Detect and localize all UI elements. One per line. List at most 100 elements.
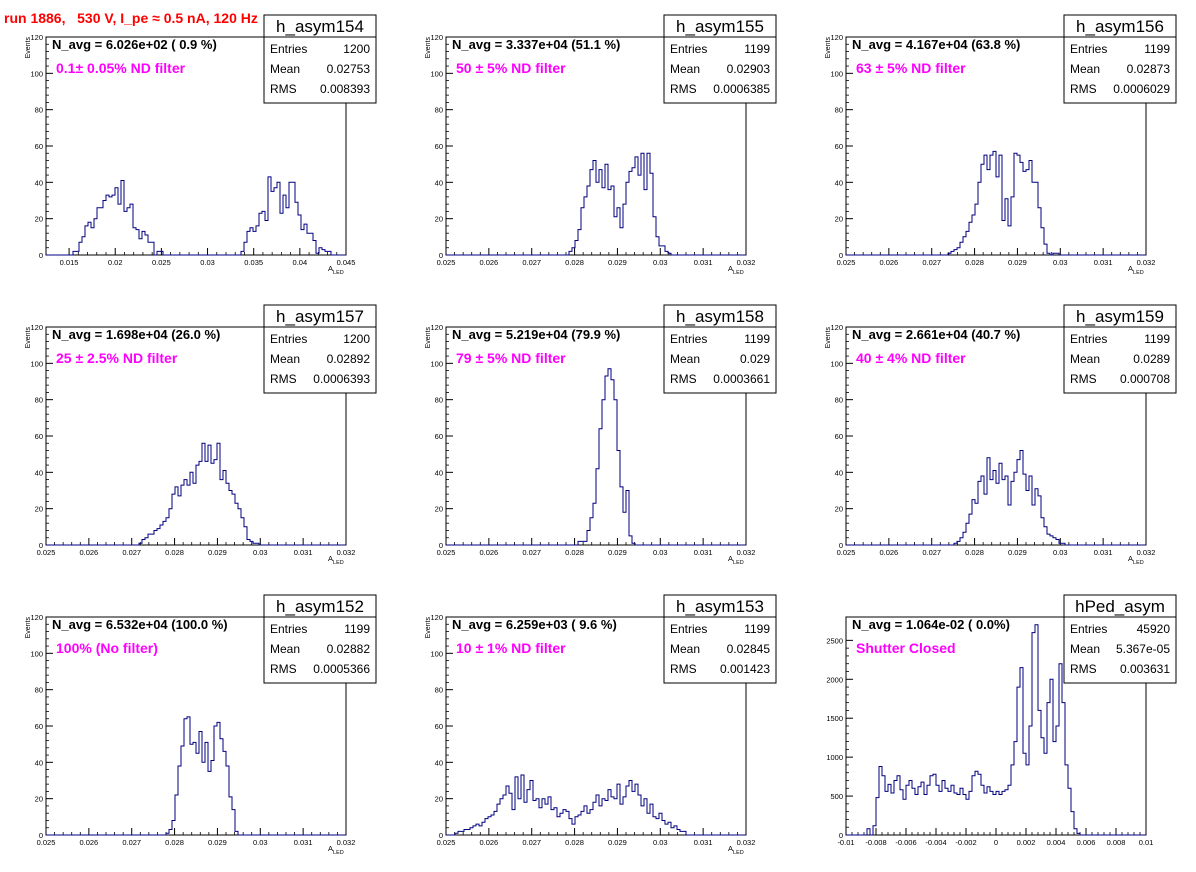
y-axis-label: Events bbox=[825, 327, 832, 349]
n-avg-label: N_avg = 3.337e+04 (51.1 %) bbox=[452, 37, 620, 52]
stats-value: 1199 bbox=[1144, 42, 1170, 56]
stats-value: 0.0003661 bbox=[713, 372, 770, 386]
histogram-name: h_asym153 bbox=[676, 597, 764, 616]
y-tick-label: 80 bbox=[435, 686, 443, 695]
y-tick-label: 500 bbox=[830, 792, 843, 801]
x-tick-label: 0.026 bbox=[479, 258, 498, 267]
x-tick-label: 0.045 bbox=[337, 258, 356, 267]
y-tick-label: 100 bbox=[30, 649, 43, 658]
y-tick-label: 40 bbox=[35, 178, 43, 187]
stats-value: 0.02903 bbox=[727, 62, 771, 76]
y-tick-label: 20 bbox=[35, 215, 43, 224]
x-tick-label: -0.006 bbox=[895, 838, 916, 847]
x-tick-label: 0.031 bbox=[294, 548, 313, 557]
x-tick-label: 0.008 bbox=[1107, 838, 1126, 847]
stats-box bbox=[663, 594, 777, 684]
stats-value: 1199 bbox=[344, 622, 370, 636]
histogram-name: h_asym159 bbox=[1076, 307, 1164, 326]
y-tick-label: 60 bbox=[835, 142, 843, 151]
x-tick-label: 0.031 bbox=[1094, 548, 1113, 557]
filter-label: 25 ± 2.5% ND filter bbox=[56, 350, 178, 366]
y-tick-label: 0 bbox=[839, 831, 843, 840]
y-tick-label: 0 bbox=[39, 251, 43, 260]
x-tick-label: 0.03 bbox=[1053, 258, 1068, 267]
x-tick-label: 0.029 bbox=[608, 258, 627, 267]
stats-label: RMS bbox=[670, 82, 697, 96]
stats-value: 0.001423 bbox=[720, 662, 770, 676]
x-tick-label: 0.031 bbox=[294, 838, 313, 847]
x-tick-label: 0.025 bbox=[437, 258, 456, 267]
filter-label: 10 ± 1% ND filter bbox=[456, 640, 566, 656]
y-tick-label: 120 bbox=[30, 613, 43, 622]
x-tick-label: 0.032 bbox=[737, 838, 756, 847]
stats-label: Entries bbox=[270, 332, 307, 346]
filter-label: 63 ± 5% ND filter bbox=[856, 60, 966, 76]
filter-label: 79 ± 5% ND filter bbox=[456, 350, 566, 366]
stats-value: 1200 bbox=[343, 332, 370, 346]
y-tick-label: 100 bbox=[430, 649, 443, 658]
y-tick-label: 40 bbox=[435, 178, 443, 187]
x-tick-label: 0.029 bbox=[608, 838, 627, 847]
x-tick-label: 0.025 bbox=[437, 548, 456, 557]
x-tick-label: 0.03 bbox=[653, 258, 668, 267]
x-tick-label: 0.002 bbox=[1017, 838, 1036, 847]
y-tick-label: 1000 bbox=[826, 753, 843, 762]
stats-box bbox=[663, 304, 777, 394]
x-tick-label: 0.004 bbox=[1047, 838, 1066, 847]
x-tick-label: 0.026 bbox=[879, 548, 898, 557]
y-tick-label: 0 bbox=[839, 251, 843, 260]
histogram-line bbox=[446, 774, 746, 836]
y-tick-label: 20 bbox=[35, 795, 43, 804]
stats-value: 0.008393 bbox=[320, 82, 370, 96]
x-tick-label: 0.027 bbox=[922, 258, 941, 267]
histogram-name: h_asym152 bbox=[276, 597, 364, 616]
x-tick-label: 0.028 bbox=[965, 548, 984, 557]
stats-value: 0.0006385 bbox=[713, 82, 770, 96]
histogram-line bbox=[46, 716, 346, 836]
stats-box bbox=[263, 594, 377, 684]
y-tick-label: 2500 bbox=[826, 636, 843, 645]
stats-label: RMS bbox=[1070, 662, 1097, 676]
y-tick-label: 0 bbox=[839, 541, 843, 550]
histogram-panel-h_asym156: 0 20 40 60 80 100 120 0.025 0.026 0.027 0.028 0.029… bbox=[825, 14, 1177, 276]
y-tick-label: 100 bbox=[830, 359, 843, 368]
y-tick-label: 40 bbox=[835, 178, 843, 187]
x-tick-label: -0.002 bbox=[955, 838, 976, 847]
y-tick-label: 120 bbox=[430, 323, 443, 332]
y-tick-label: 40 bbox=[435, 758, 443, 767]
x-tick-label: 0.03 bbox=[253, 838, 268, 847]
histogram-panel-h_asym153: 0 20 40 60 80 100 120 0.025 0.026 0.027 0.028 0.029… bbox=[425, 594, 777, 856]
stats-value: 0.02845 bbox=[727, 642, 771, 656]
y-axis-label: Events bbox=[425, 617, 432, 639]
y-tick-label: 60 bbox=[35, 432, 43, 441]
x-tick-label: 0.015 bbox=[60, 258, 79, 267]
stats-value: 0.0006393 bbox=[313, 372, 370, 386]
stats-label: RMS bbox=[1070, 372, 1097, 386]
y-tick-label: 20 bbox=[835, 215, 843, 224]
x-tick-label: 0.031 bbox=[1094, 258, 1113, 267]
x-tick-label: 0.006 bbox=[1077, 838, 1096, 847]
n-avg-label: N_avg = 6.532e+04 (100.0 %) bbox=[52, 617, 228, 632]
n-avg-label: N_avg = 6.026e+02 ( 0.9 %) bbox=[52, 37, 217, 52]
stats-label: Mean bbox=[1070, 62, 1100, 76]
stats-value: 1199 bbox=[744, 332, 770, 346]
x-tick-label: 0.029 bbox=[208, 548, 227, 557]
stats-label: Entries bbox=[670, 42, 707, 56]
stats-label: Entries bbox=[1070, 42, 1107, 56]
x-tick-label: 0.026 bbox=[879, 258, 898, 267]
stats-value: 1199 bbox=[744, 42, 770, 56]
stats-label: Mean bbox=[1070, 642, 1100, 656]
y-tick-label: 20 bbox=[435, 215, 443, 224]
stats-label: RMS bbox=[670, 662, 697, 676]
y-tick-label: 100 bbox=[830, 69, 843, 78]
x-tick-label: 0.03 bbox=[1053, 548, 1068, 557]
x-tick-label: 0.02 bbox=[108, 258, 123, 267]
histogram-panel-h_asym159: 0 20 40 60 80 100 120 0.025 0.026 0.027 0.028 0.029… bbox=[825, 304, 1177, 566]
x-tick-label: 0.028 bbox=[565, 258, 584, 267]
stats-label: Entries bbox=[670, 622, 707, 636]
stats-label: Mean bbox=[1070, 352, 1100, 366]
stats-label: RMS bbox=[670, 372, 697, 386]
y-tick-label: 120 bbox=[830, 33, 843, 42]
histogram-line bbox=[846, 450, 1146, 546]
y-tick-label: 80 bbox=[35, 686, 43, 695]
